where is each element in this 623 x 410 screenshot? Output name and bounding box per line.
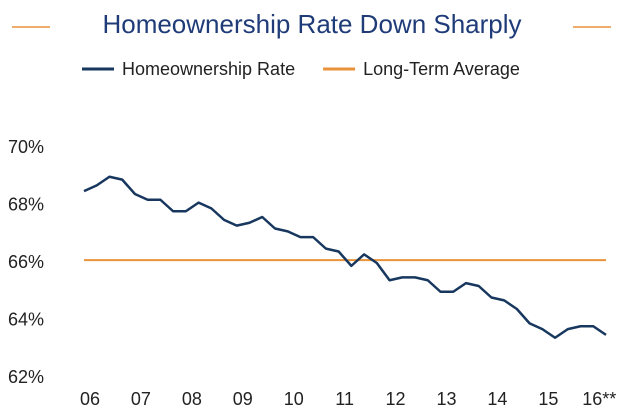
x-tick-label: 06 <box>80 389 100 409</box>
x-tick-label: 08 <box>182 389 202 409</box>
series-line <box>83 175 607 339</box>
y-tick-label: 62% <box>8 367 44 387</box>
x-tick-label: 15 <box>538 389 558 409</box>
x-tick-label: 07 <box>131 389 151 409</box>
chart-title: Homeownership Rate Down Sharply <box>102 9 521 39</box>
x-tick-label: 10 <box>284 389 304 409</box>
y-tick-label: 68% <box>8 194 44 214</box>
x-tick-label: 16** <box>582 389 616 409</box>
x-tick-label: 11 <box>335 389 354 409</box>
x-tick-label: 14 <box>487 389 507 409</box>
legend-label: Homeownership Rate <box>122 59 295 79</box>
x-tick-label: 13 <box>436 389 456 409</box>
x-tick-label: 12 <box>386 389 406 409</box>
x-tick-label: 09 <box>233 389 253 409</box>
y-tick-label: 64% <box>8 309 44 329</box>
legend-label: Long-Term Average <box>363 59 520 79</box>
y-tick-label: 70% <box>8 137 44 157</box>
y-tick-label: 66% <box>8 252 44 272</box>
legend: Homeownership Rate Long-Term Average <box>82 59 520 79</box>
